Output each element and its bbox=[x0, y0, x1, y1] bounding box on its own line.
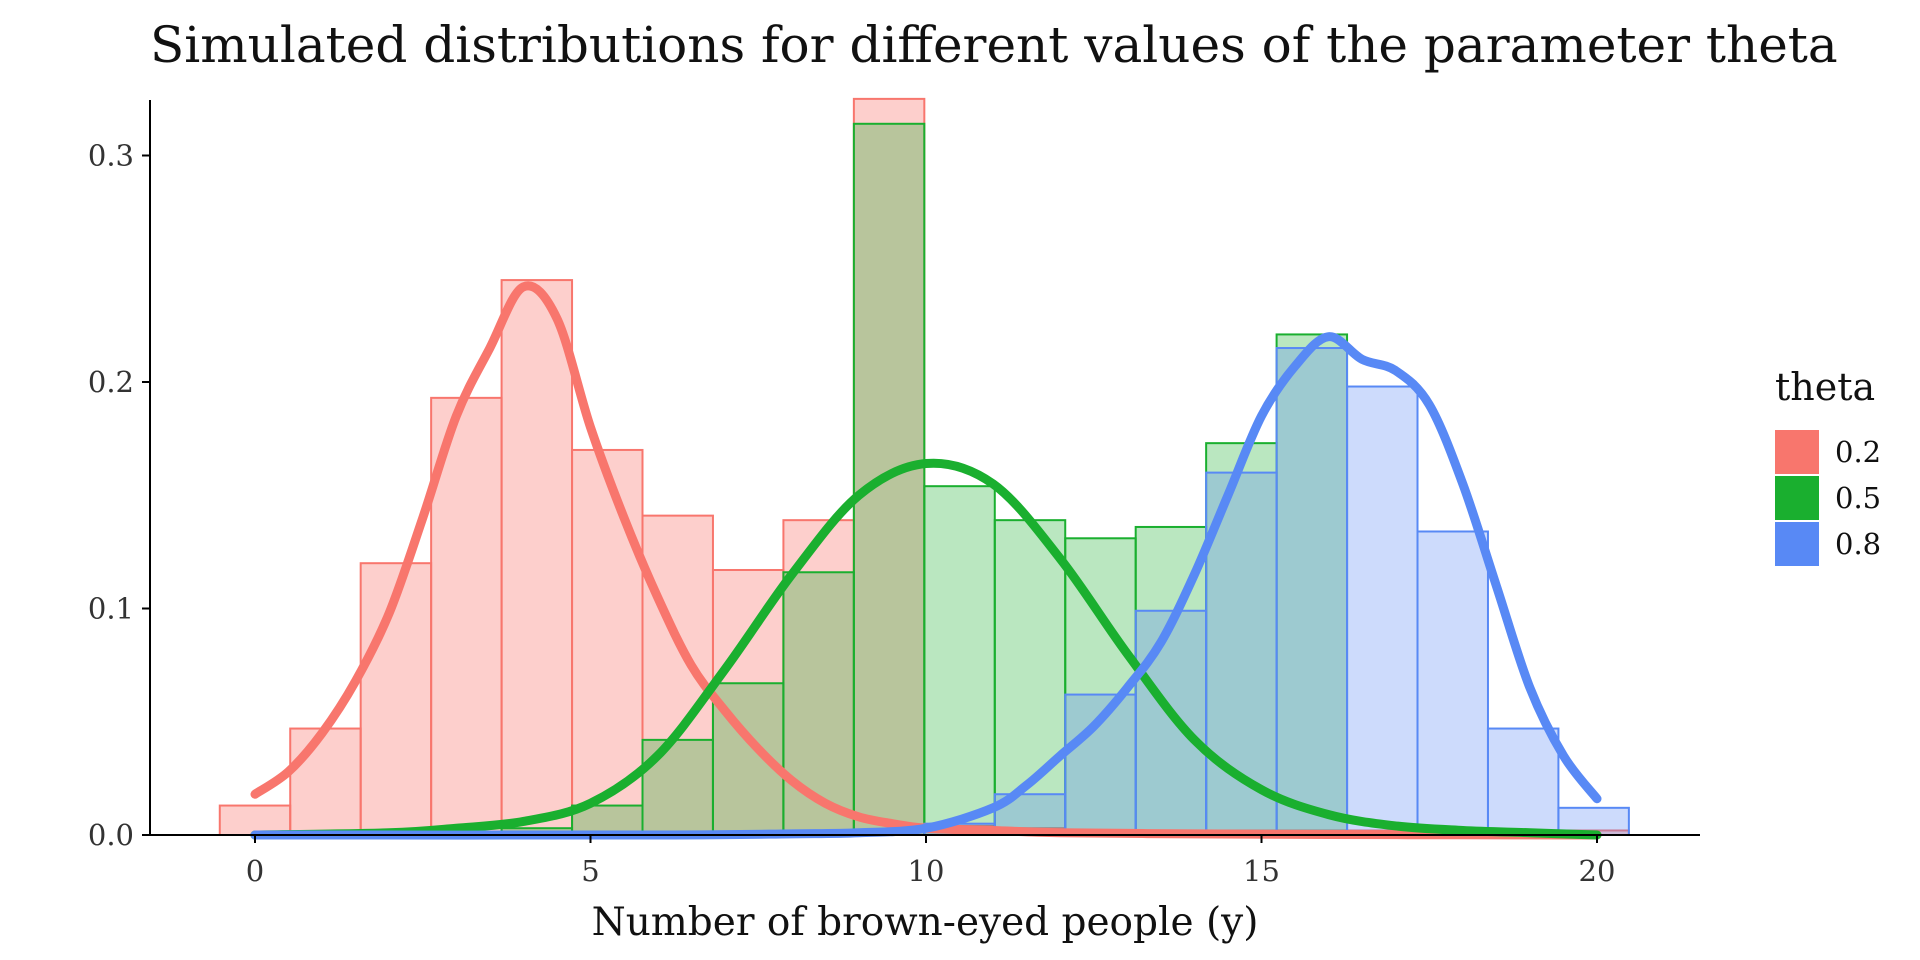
histogram-bar-0.8 bbox=[1486, 727, 1560, 836]
y-tick-label: 0.0 bbox=[88, 818, 134, 852]
histogram-bar-0.5 bbox=[923, 485, 996, 836]
histogram-bar-0.2 bbox=[289, 727, 362, 836]
histogram-bars bbox=[218, 97, 1630, 837]
legend: 0.2 0.5 0.8 bbox=[1775, 430, 1881, 566]
x-tick-label: 20 bbox=[1579, 854, 1616, 888]
histogram-bar-0.2 bbox=[571, 448, 644, 836]
histogram-bar-0.5 bbox=[782, 571, 855, 836]
histogram-bar-0.8 bbox=[1346, 385, 1419, 836]
y-tick-label: 0.3 bbox=[88, 139, 134, 173]
histogram-bar-0.8 bbox=[1275, 347, 1349, 836]
histogram-bar-0.8 bbox=[1416, 530, 1489, 836]
y-tick-label: 0.2 bbox=[88, 365, 134, 399]
x-tick-label: 10 bbox=[908, 854, 945, 888]
density-curves bbox=[250, 281, 1602, 840]
legend-label: 0.2 bbox=[1835, 435, 1881, 469]
histogram-bar-0.2 bbox=[359, 562, 433, 836]
legend-swatch-0.2 bbox=[1775, 430, 1819, 474]
legend-title: theta bbox=[1775, 365, 1875, 409]
legend-swatch-0.5 bbox=[1775, 476, 1819, 520]
density-curve-0.5 bbox=[250, 458, 1602, 840]
density-curve-0.8 bbox=[250, 332, 1602, 840]
x-axis-ticks: 0 5 10 15 20 bbox=[246, 835, 1616, 888]
legend-label: 0.5 bbox=[1835, 481, 1881, 515]
density-curve-0.2 bbox=[250, 281, 1602, 840]
histogram-bar-0.8 bbox=[1134, 609, 1208, 837]
histogram-bar-0.2 bbox=[500, 279, 574, 836]
legend-swatch-0.8 bbox=[1775, 522, 1819, 566]
histogram-bar-0.5 bbox=[1275, 333, 1349, 836]
legend-label: 0.8 bbox=[1835, 527, 1881, 561]
x-tick-label: 0 bbox=[246, 854, 264, 888]
x-tick-label: 5 bbox=[581, 854, 599, 888]
x-axis-title: Number of brown-eyed people (y) bbox=[592, 900, 1259, 945]
x-tick-label: 15 bbox=[1243, 854, 1280, 888]
histogram-bar-0.8 bbox=[1557, 806, 1630, 837]
y-axis-ticks: 0.0 0.1 0.2 0.3 bbox=[88, 139, 150, 852]
chart-title: Simulated distributions for different va… bbox=[150, 16, 1838, 74]
y-tick-label: 0.1 bbox=[88, 592, 134, 626]
